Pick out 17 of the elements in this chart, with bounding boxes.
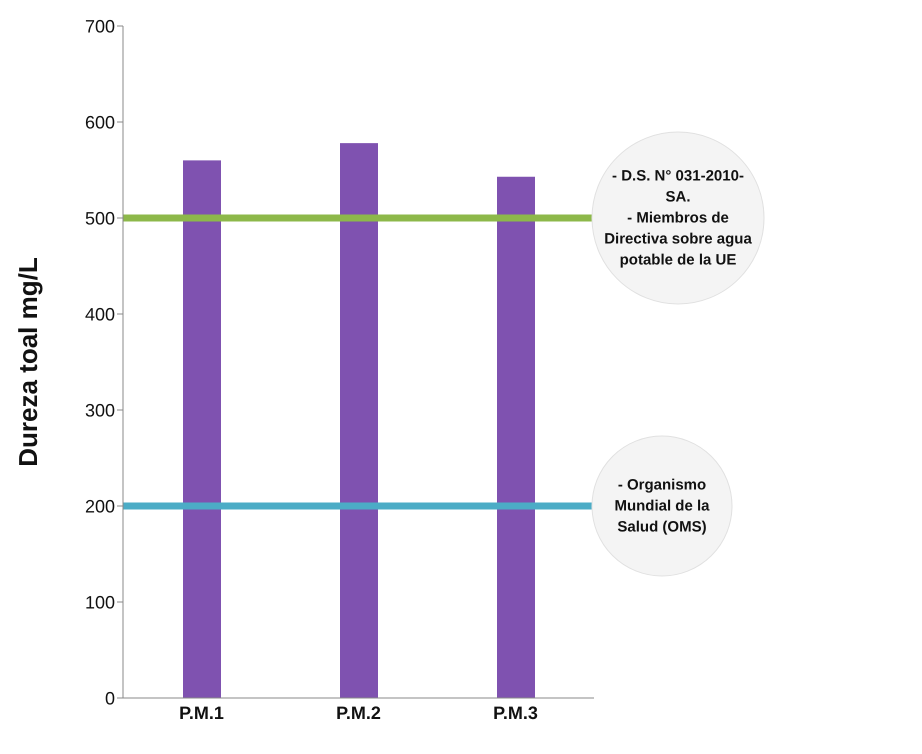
ref-line-label: - Organismo Mundial de la Salud (OMS) bbox=[614, 476, 710, 536]
x-tick-label: P.M.3 bbox=[493, 702, 538, 723]
y-tick-label: 200 bbox=[84, 496, 115, 516]
y-tick-label: 700 bbox=[84, 16, 115, 36]
y-tick-label: 400 bbox=[84, 304, 115, 324]
y-tick-label: 300 bbox=[84, 400, 115, 420]
bar bbox=[183, 160, 221, 698]
y-tick-label: 600 bbox=[84, 112, 115, 132]
y-tick-label: 0 bbox=[104, 688, 115, 708]
x-tick-label: P.M.2 bbox=[336, 702, 381, 723]
x-tick-label: P.M.1 bbox=[179, 702, 224, 723]
ref-line-label: - D.S. N° 031-2010- SA. - Miembros de Directiva sobre agua potable de la UE bbox=[604, 168, 752, 268]
y-axis-title: Dureza toal mg/L bbox=[13, 257, 44, 467]
y-tick-label: 100 bbox=[84, 592, 115, 612]
bar bbox=[497, 176, 535, 698]
bar bbox=[340, 143, 378, 698]
y-tick-label: 500 bbox=[84, 208, 115, 228]
